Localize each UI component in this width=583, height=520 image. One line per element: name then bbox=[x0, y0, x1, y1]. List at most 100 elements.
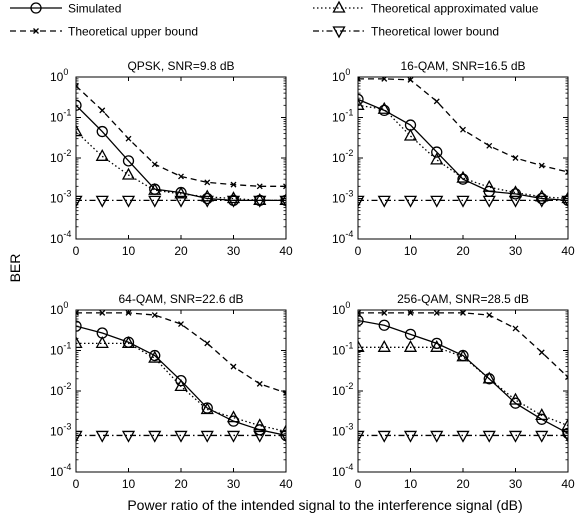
data-point-lower bbox=[430, 430, 444, 443]
data-point-upper bbox=[512, 325, 519, 332]
x-tick-label: 40 bbox=[561, 477, 575, 491]
data-point-approx bbox=[482, 179, 496, 192]
y-tick-label: 10-3 bbox=[50, 422, 71, 439]
data-point-upper bbox=[538, 349, 545, 356]
series-lower bbox=[76, 195, 286, 208]
data-point-lower bbox=[95, 430, 109, 443]
data-point-lower bbox=[482, 430, 496, 443]
data-point-lower bbox=[358, 430, 365, 443]
legend-entry-lower: Theoretical lower bound bbox=[313, 25, 499, 39]
data-point-lower bbox=[377, 430, 391, 443]
x-tick-label: 10 bbox=[122, 477, 136, 491]
legend-marker-upper bbox=[33, 28, 39, 34]
data-point-lower bbox=[226, 430, 241, 443]
y-tick-label: 100 bbox=[332, 67, 350, 84]
data-point-simulated bbox=[76, 99, 82, 111]
data-point-upper bbox=[283, 183, 286, 190]
y-tick-label: 10-2 bbox=[50, 148, 71, 165]
data-point-approx bbox=[174, 379, 188, 392]
y-tick-label: 10-2 bbox=[332, 148, 353, 165]
data-point-simulated bbox=[378, 104, 390, 117]
data-point-upper bbox=[256, 183, 263, 190]
data-point-lower bbox=[508, 195, 523, 208]
series-lower bbox=[358, 430, 568, 443]
data-point-lower bbox=[76, 430, 83, 443]
series-line-approx bbox=[76, 131, 286, 202]
data-point-lower bbox=[121, 195, 136, 208]
data-point-upper bbox=[125, 135, 132, 142]
series-lower bbox=[358, 195, 568, 208]
series-line-approx bbox=[76, 342, 286, 433]
data-point-lower bbox=[200, 430, 214, 443]
series-upper bbox=[358, 310, 568, 381]
series-line-upper bbox=[76, 312, 286, 394]
data-point-upper bbox=[99, 107, 106, 114]
series-line-simulated bbox=[358, 98, 568, 201]
data-point-approx bbox=[174, 186, 188, 199]
series-line-simulated bbox=[76, 104, 286, 202]
series-approx bbox=[358, 339, 568, 431]
x-tick-label: 20 bbox=[456, 244, 470, 258]
y-tick-label: 10-2 bbox=[50, 381, 71, 398]
data-point-approx bbox=[403, 339, 418, 352]
y-tick-label: 100 bbox=[50, 67, 68, 84]
data-point-lower bbox=[430, 195, 444, 208]
series-line-upper bbox=[358, 78, 568, 173]
data-point-approx bbox=[148, 350, 162, 363]
data-point-upper bbox=[151, 312, 158, 319]
data-point-upper bbox=[178, 321, 184, 328]
data-point-approx bbox=[121, 336, 136, 349]
data-point-simulated bbox=[431, 146, 443, 158]
subplot-title: 64-QAM, SNR=22.6 dB bbox=[118, 292, 243, 306]
data-point-approx bbox=[561, 418, 568, 431]
data-point-approx bbox=[456, 170, 470, 183]
data-point-approx bbox=[561, 191, 568, 204]
data-point-upper bbox=[151, 161, 158, 168]
data-point-lower bbox=[561, 195, 568, 208]
subplot-grid: QPSK, SNR=9.8 dB0 10 20 30 4010010-110-210-3… bbox=[50, 59, 575, 491]
data-point-lower bbox=[253, 195, 267, 208]
data-point-approx bbox=[279, 193, 286, 206]
data-point-lower bbox=[377, 195, 391, 208]
x-tick-label: 40 bbox=[561, 244, 575, 258]
data-point-upper bbox=[230, 363, 237, 370]
x-tick-label: 0 bbox=[355, 477, 362, 491]
legend-label-lower: Theoretical lower bound bbox=[371, 25, 499, 39]
data-point-upper bbox=[358, 310, 361, 316]
data-point-lower bbox=[358, 195, 365, 208]
data-point-approx bbox=[253, 193, 267, 206]
legend-label-upper: Theoretical upper bound bbox=[68, 25, 198, 39]
data-point-lower bbox=[535, 430, 549, 443]
subplot-title: 16-QAM, SNR=16.5 dB bbox=[400, 59, 525, 73]
x-tick-label: 30 bbox=[509, 477, 523, 491]
legend-marker-simulated bbox=[30, 2, 42, 14]
data-point-lower bbox=[174, 430, 188, 443]
data-point-simulated bbox=[404, 328, 417, 341]
data-point-upper bbox=[486, 312, 493, 319]
series-upper bbox=[76, 310, 286, 396]
x-tick-label: 10 bbox=[404, 477, 418, 491]
data-point-approx bbox=[121, 167, 136, 180]
data-point-lower bbox=[482, 195, 496, 208]
data-point-lower bbox=[76, 195, 83, 208]
data-point-lower bbox=[561, 430, 568, 443]
y-tick-label: 100 bbox=[50, 300, 68, 317]
data-point-upper bbox=[76, 310, 79, 316]
y-tick-label: 10-1 bbox=[332, 341, 353, 358]
series-line-upper bbox=[358, 312, 568, 378]
data-point-lower bbox=[226, 195, 241, 208]
data-point-upper bbox=[76, 83, 79, 89]
x-axis-label: Power ratio of the intended signal to th… bbox=[127, 497, 522, 513]
y-tick-label: 100 bbox=[332, 300, 350, 317]
series-upper bbox=[358, 77, 568, 176]
data-point-approx bbox=[253, 418, 267, 431]
data-point-upper bbox=[204, 179, 211, 186]
legend-entry-upper: Theoretical upper bound bbox=[10, 25, 198, 39]
data-point-approx bbox=[430, 339, 444, 352]
y-tick-label: 10-4 bbox=[332, 229, 353, 246]
data-point-lower bbox=[508, 430, 523, 443]
data-point-approx bbox=[76, 336, 83, 349]
axes-frame bbox=[357, 309, 569, 473]
data-point-simulated bbox=[96, 125, 108, 138]
